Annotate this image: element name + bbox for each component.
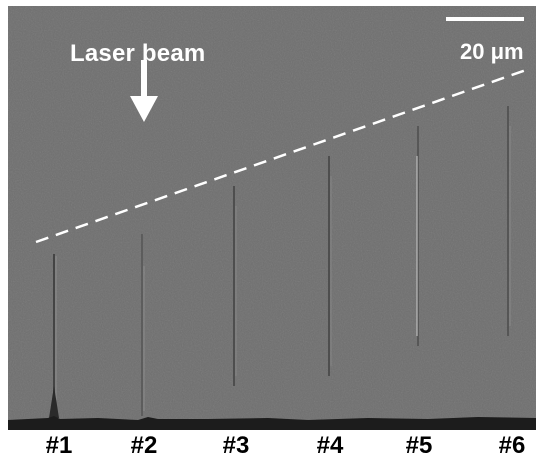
scale-bar-label: 20 μm — [460, 39, 524, 64]
laser-beam-label: Laser beam — [70, 40, 206, 67]
track-label-6: #6 — [498, 432, 526, 459]
track-label-4: #4 — [316, 432, 344, 459]
track-lines — [49, 106, 511, 418]
track-label-1: #1 — [45, 432, 73, 459]
down-arrow-icon — [130, 60, 158, 122]
micrograph-graphics — [8, 6, 536, 430]
track-label-5: #5 — [405, 432, 433, 459]
scale-bar — [446, 17, 524, 21]
track-1-spike — [49, 386, 59, 418]
dashed-surface-line — [35, 68, 527, 244]
grain-texture — [8, 6, 536, 430]
track-label-2: #2 — [130, 432, 158, 459]
substrate-layer — [8, 416, 536, 430]
sem-micrograph: Laser beam 20 μm — [8, 6, 536, 430]
track-label-3: #3 — [222, 432, 250, 459]
